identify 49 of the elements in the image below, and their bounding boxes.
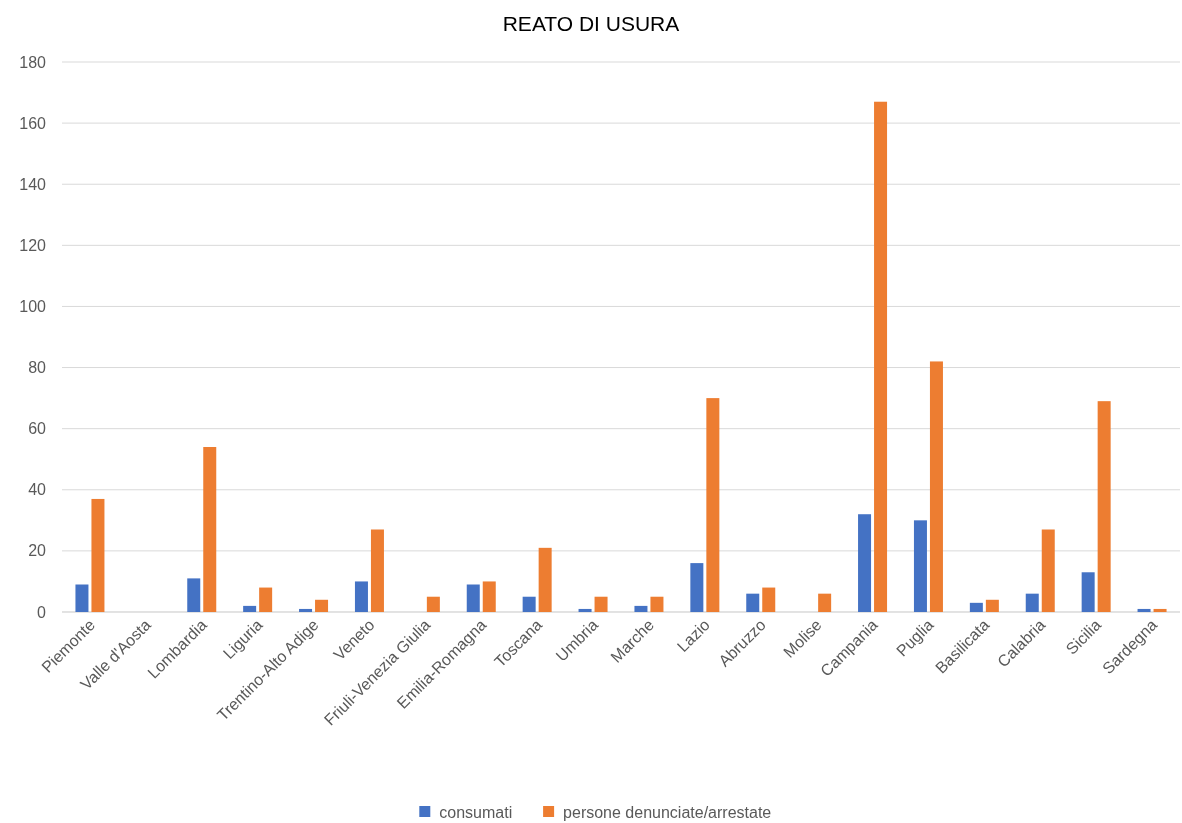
y-tick-label: 140 <box>19 175 47 193</box>
chart-title: REATO DI USURA <box>502 12 680 35</box>
y-tick-label: 100 <box>19 298 47 316</box>
legend-label: persone denunciate/arrestate <box>563 803 772 821</box>
bar <box>203 447 217 612</box>
bar <box>91 498 105 612</box>
y-tick-label: 0 <box>37 603 47 621</box>
bar <box>594 596 608 612</box>
bar <box>243 605 257 612</box>
bar <box>354 581 368 612</box>
legend-label: consumati <box>439 803 513 821</box>
bar <box>1025 593 1039 612</box>
bar <box>75 584 89 612</box>
bar <box>913 520 927 612</box>
bar <box>522 596 536 612</box>
bar <box>1137 608 1151 612</box>
bar <box>187 578 201 612</box>
bar <box>818 593 832 612</box>
y-tick-label: 20 <box>28 542 47 560</box>
bar <box>578 608 592 612</box>
bar <box>1041 529 1055 612</box>
bar <box>634 605 648 612</box>
bar <box>315 599 329 612</box>
bar <box>874 101 888 612</box>
y-tick-label: 160 <box>19 114 47 132</box>
bar <box>370 529 384 612</box>
bar <box>746 593 760 612</box>
bar <box>1097 401 1111 612</box>
bar <box>466 584 480 612</box>
bar <box>426 596 440 612</box>
bar <box>482 581 496 612</box>
y-tick-label: 80 <box>28 359 47 377</box>
y-tick-label: 120 <box>19 236 47 254</box>
bar <box>259 587 273 612</box>
bar <box>538 547 552 612</box>
y-tick-label: 180 <box>19 53 47 71</box>
bar <box>969 602 983 612</box>
bar <box>706 398 720 612</box>
bar <box>762 587 776 612</box>
bar <box>1081 572 1095 612</box>
y-tick-label: 40 <box>28 481 47 499</box>
bar <box>299 608 313 612</box>
bar <box>690 563 704 612</box>
bar <box>650 596 664 612</box>
bar <box>985 599 999 612</box>
y-tick-label: 60 <box>28 420 47 438</box>
bar <box>929 361 943 612</box>
bar <box>858 514 872 612</box>
bar <box>1153 608 1167 612</box>
